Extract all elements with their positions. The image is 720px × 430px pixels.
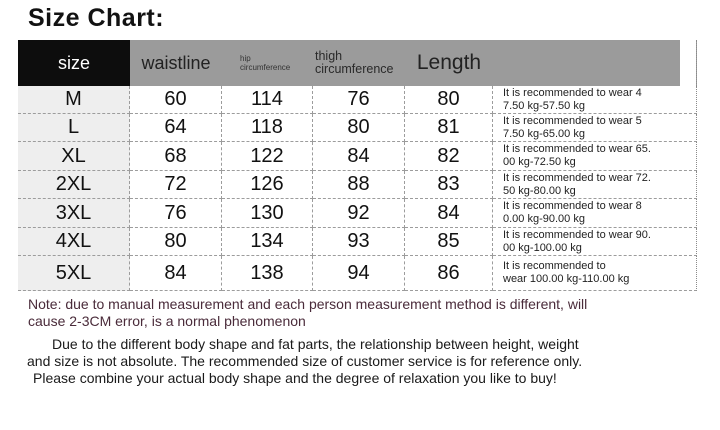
- size-label: 3XL: [18, 199, 130, 228]
- sizing-advice-line2: and size is not absolute. The recommende…: [27, 353, 583, 369]
- hip-value: 138: [222, 256, 313, 291]
- recommendation-text: It is recommended to wear 4 7.50 kg-57.5…: [493, 86, 697, 114]
- recommendation-line1: It is recommended to: [503, 260, 606, 272]
- size-label: 5XL: [18, 256, 130, 291]
- length-value: 85: [405, 228, 493, 256]
- waistline-value: 80: [130, 228, 222, 256]
- header-waistline: waistline: [130, 40, 222, 86]
- recommendation-line1: It is recommended to wear 65.: [503, 143, 651, 155]
- thigh-value: 76: [313, 86, 405, 114]
- hip-value: 122: [222, 142, 313, 171]
- waistline-value: 60: [130, 86, 222, 114]
- recommendation-line1: It is recommended to wear 5: [503, 114, 642, 127]
- hip-value: 130: [222, 199, 313, 228]
- header-thigh-line2: circumference: [315, 62, 394, 76]
- recommendation-text: It is recommended to wear 65. 00 kg-72.5…: [493, 142, 697, 171]
- header-thigh-circumference: thigh circumference: [313, 40, 405, 86]
- recommendation-text: It is recommended to wear 8 0.00 kg-90.0…: [493, 199, 697, 228]
- header-recommendation: [493, 40, 697, 86]
- thigh-value: 88: [313, 171, 405, 199]
- size-label: M: [18, 86, 130, 114]
- recommendation-line2: 50 kg-80.00 kg: [503, 184, 576, 197]
- hip-value: 134: [222, 228, 313, 256]
- sizing-advice-line1: Due to the different body shape and fat …: [52, 336, 579, 352]
- waistline-value: 68: [130, 142, 222, 171]
- recommendation-line1: It is recommended to wear 72.: [503, 171, 651, 184]
- recommendation-text: It is recommended to wear 90. 00 kg-100.…: [493, 228, 697, 256]
- waistline-value: 76: [130, 199, 222, 228]
- length-value: 82: [405, 142, 493, 171]
- recommendation-line2: 7.50 kg-65.00 kg: [503, 127, 585, 140]
- size-label: 2XL: [18, 171, 130, 199]
- measurement-note-line1: Note: due to manual measurement and each…: [28, 296, 588, 312]
- size-label: 4XL: [18, 228, 130, 256]
- recommendation-line1: It is recommended to wear 90.: [503, 228, 651, 241]
- page-title: Size Chart:: [28, 4, 165, 32]
- length-value: 80: [405, 86, 493, 114]
- header-length: Length: [405, 40, 493, 86]
- size-table: size waistline hip circumference thigh c…: [18, 40, 697, 291]
- hip-value: 118: [222, 114, 313, 142]
- hip-value: 114: [222, 86, 313, 114]
- recommendation-line2: wear 100.00 kg-110.00 kg: [503, 273, 630, 285]
- recommendation-text: It is recommended to wear 100.00 kg-110.…: [493, 256, 697, 291]
- header-thigh-line1: thigh: [315, 49, 343, 63]
- sizing-advice-paragraph: Due to the different body shape and fat …: [27, 336, 582, 387]
- recommendation-line1: It is recommended to wear 8: [503, 200, 642, 212]
- header-hip-line2: circumference: [240, 63, 291, 72]
- measurement-note-line2: cause 2-3CM error, is a normal phenomeno…: [28, 313, 306, 329]
- thigh-value: 93: [313, 228, 405, 256]
- size-label: L: [18, 114, 130, 142]
- size-label: XL: [18, 142, 130, 171]
- header-size: size: [18, 40, 130, 86]
- header-hip-circumference: hip circumference: [222, 40, 313, 86]
- thigh-value: 80: [313, 114, 405, 142]
- recommendation-line1: It is recommended to wear 4: [503, 86, 642, 99]
- thigh-value: 84: [313, 142, 405, 171]
- header-hip-line1: hip: [240, 54, 251, 63]
- recommendation-line2: 7.50 kg-57.50 kg: [503, 99, 585, 112]
- length-value: 83: [405, 171, 493, 199]
- length-value: 86: [405, 256, 493, 291]
- recommendation-text: It is recommended to wear 5 7.50 kg-65.0…: [493, 114, 697, 142]
- thigh-value: 94: [313, 256, 405, 291]
- measurement-note: Note: due to manual measurement and each…: [28, 296, 587, 330]
- recommendation-text: It is recommended to wear 72. 50 kg-80.0…: [493, 171, 697, 199]
- sizing-advice-line3: Please combine your actual body shape an…: [33, 370, 557, 386]
- hip-value: 126: [222, 171, 313, 199]
- length-value: 84: [405, 199, 493, 228]
- recommendation-line2: 0.00 kg-90.00 kg: [503, 213, 585, 225]
- thigh-value: 92: [313, 199, 405, 228]
- recommendation-line2: 00 kg-100.00 kg: [503, 241, 582, 254]
- waistline-value: 64: [130, 114, 222, 142]
- waistline-value: 84: [130, 256, 222, 291]
- recommendation-line2: 00 kg-72.50 kg: [503, 156, 576, 168]
- waistline-value: 72: [130, 171, 222, 199]
- length-value: 81: [405, 114, 493, 142]
